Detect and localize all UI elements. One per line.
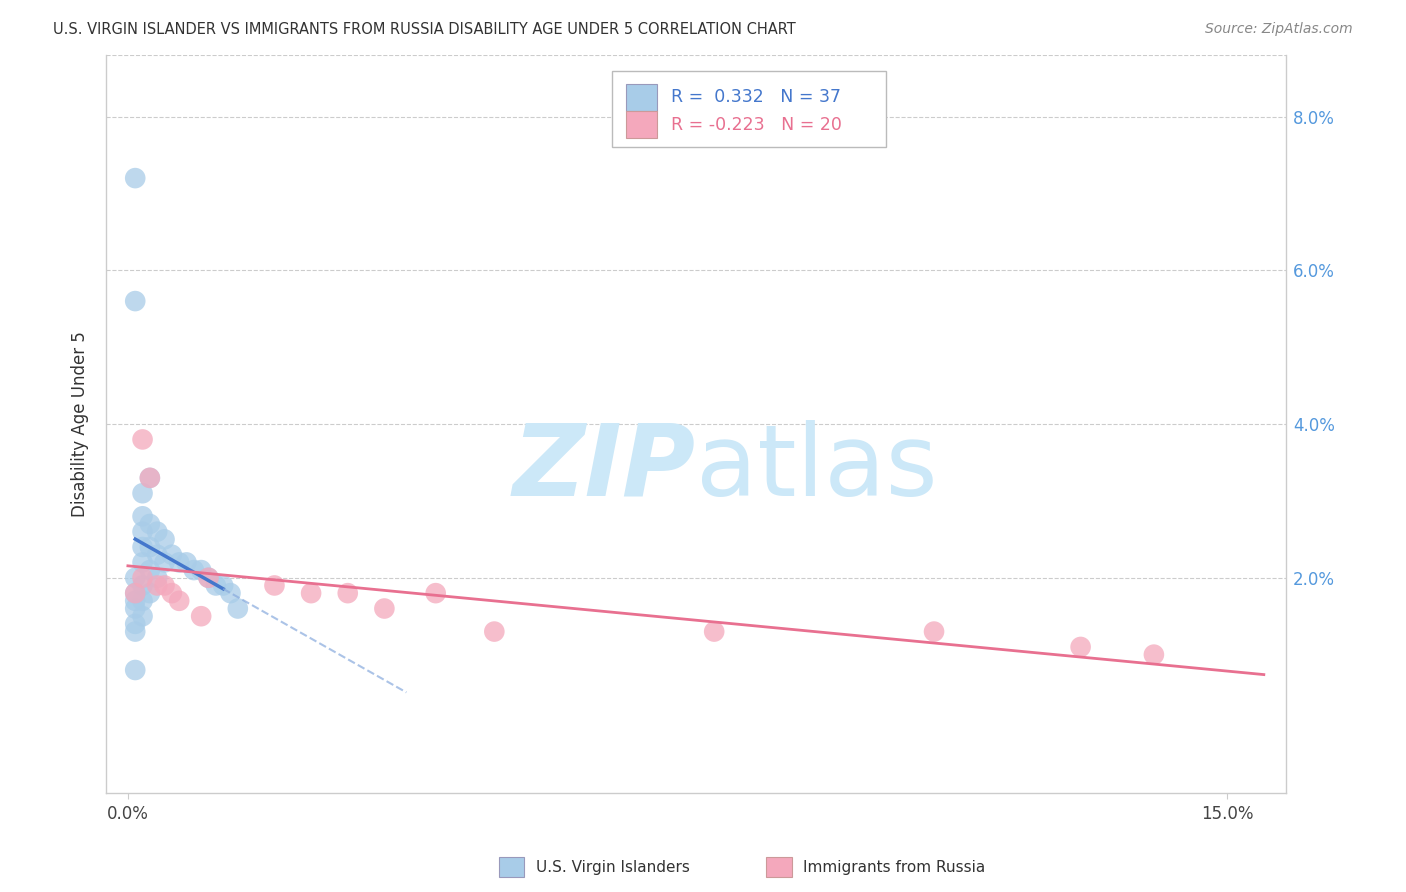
Point	[425, 586, 447, 600]
Point	[139, 586, 162, 600]
Point	[131, 609, 153, 624]
Point	[484, 624, 506, 639]
Point	[205, 578, 228, 592]
Point	[146, 578, 169, 592]
Point	[124, 616, 146, 631]
Point	[1143, 648, 1166, 662]
Point	[197, 571, 219, 585]
Point	[299, 586, 322, 600]
Point	[139, 563, 162, 577]
Point	[263, 578, 285, 592]
Point	[139, 471, 162, 485]
Point	[131, 509, 153, 524]
Text: R = -0.223   N = 20: R = -0.223 N = 20	[671, 116, 842, 134]
Point	[131, 578, 153, 592]
Point	[131, 433, 153, 447]
Point	[153, 533, 176, 547]
Point	[160, 586, 183, 600]
Y-axis label: Disability Age Under 5: Disability Age Under 5	[72, 331, 89, 517]
Point	[139, 471, 162, 485]
Point	[146, 548, 169, 562]
Point	[212, 578, 235, 592]
Point	[124, 663, 146, 677]
Point	[190, 563, 212, 577]
Point	[197, 571, 219, 585]
Text: atlas: atlas	[696, 420, 938, 516]
Point	[183, 563, 205, 577]
Text: U.S. Virgin Islanders: U.S. Virgin Islanders	[536, 860, 689, 874]
Point	[139, 516, 162, 531]
Point	[190, 609, 212, 624]
Point	[146, 524, 169, 539]
Point	[131, 540, 153, 554]
Text: Immigrants from Russia: Immigrants from Russia	[803, 860, 986, 874]
Point	[1070, 640, 1092, 654]
Point	[124, 601, 146, 615]
Point	[153, 555, 176, 569]
Point	[146, 571, 169, 585]
Point	[124, 171, 146, 186]
Point	[139, 540, 162, 554]
Text: Source: ZipAtlas.com: Source: ZipAtlas.com	[1205, 22, 1353, 37]
Text: R =  0.332   N = 37: R = 0.332 N = 37	[671, 88, 841, 106]
Point	[703, 624, 725, 639]
Point	[131, 524, 153, 539]
Point	[131, 486, 153, 500]
Point	[153, 578, 176, 592]
Text: ZIP: ZIP	[513, 420, 696, 516]
Point	[131, 594, 153, 608]
Point	[124, 586, 146, 600]
Point	[124, 594, 146, 608]
Point	[219, 586, 242, 600]
Point	[167, 594, 190, 608]
Point	[167, 555, 190, 569]
Point	[922, 624, 945, 639]
Point	[160, 548, 183, 562]
Point	[176, 555, 198, 569]
Point	[226, 601, 249, 615]
Point	[124, 294, 146, 309]
Point	[124, 571, 146, 585]
Point	[131, 571, 153, 585]
Text: U.S. VIRGIN ISLANDER VS IMMIGRANTS FROM RUSSIA DISABILITY AGE UNDER 5 CORRELATIO: U.S. VIRGIN ISLANDER VS IMMIGRANTS FROM …	[53, 22, 796, 37]
Point	[124, 586, 146, 600]
Point	[336, 586, 359, 600]
Point	[131, 555, 153, 569]
Point	[124, 624, 146, 639]
Point	[373, 601, 395, 615]
